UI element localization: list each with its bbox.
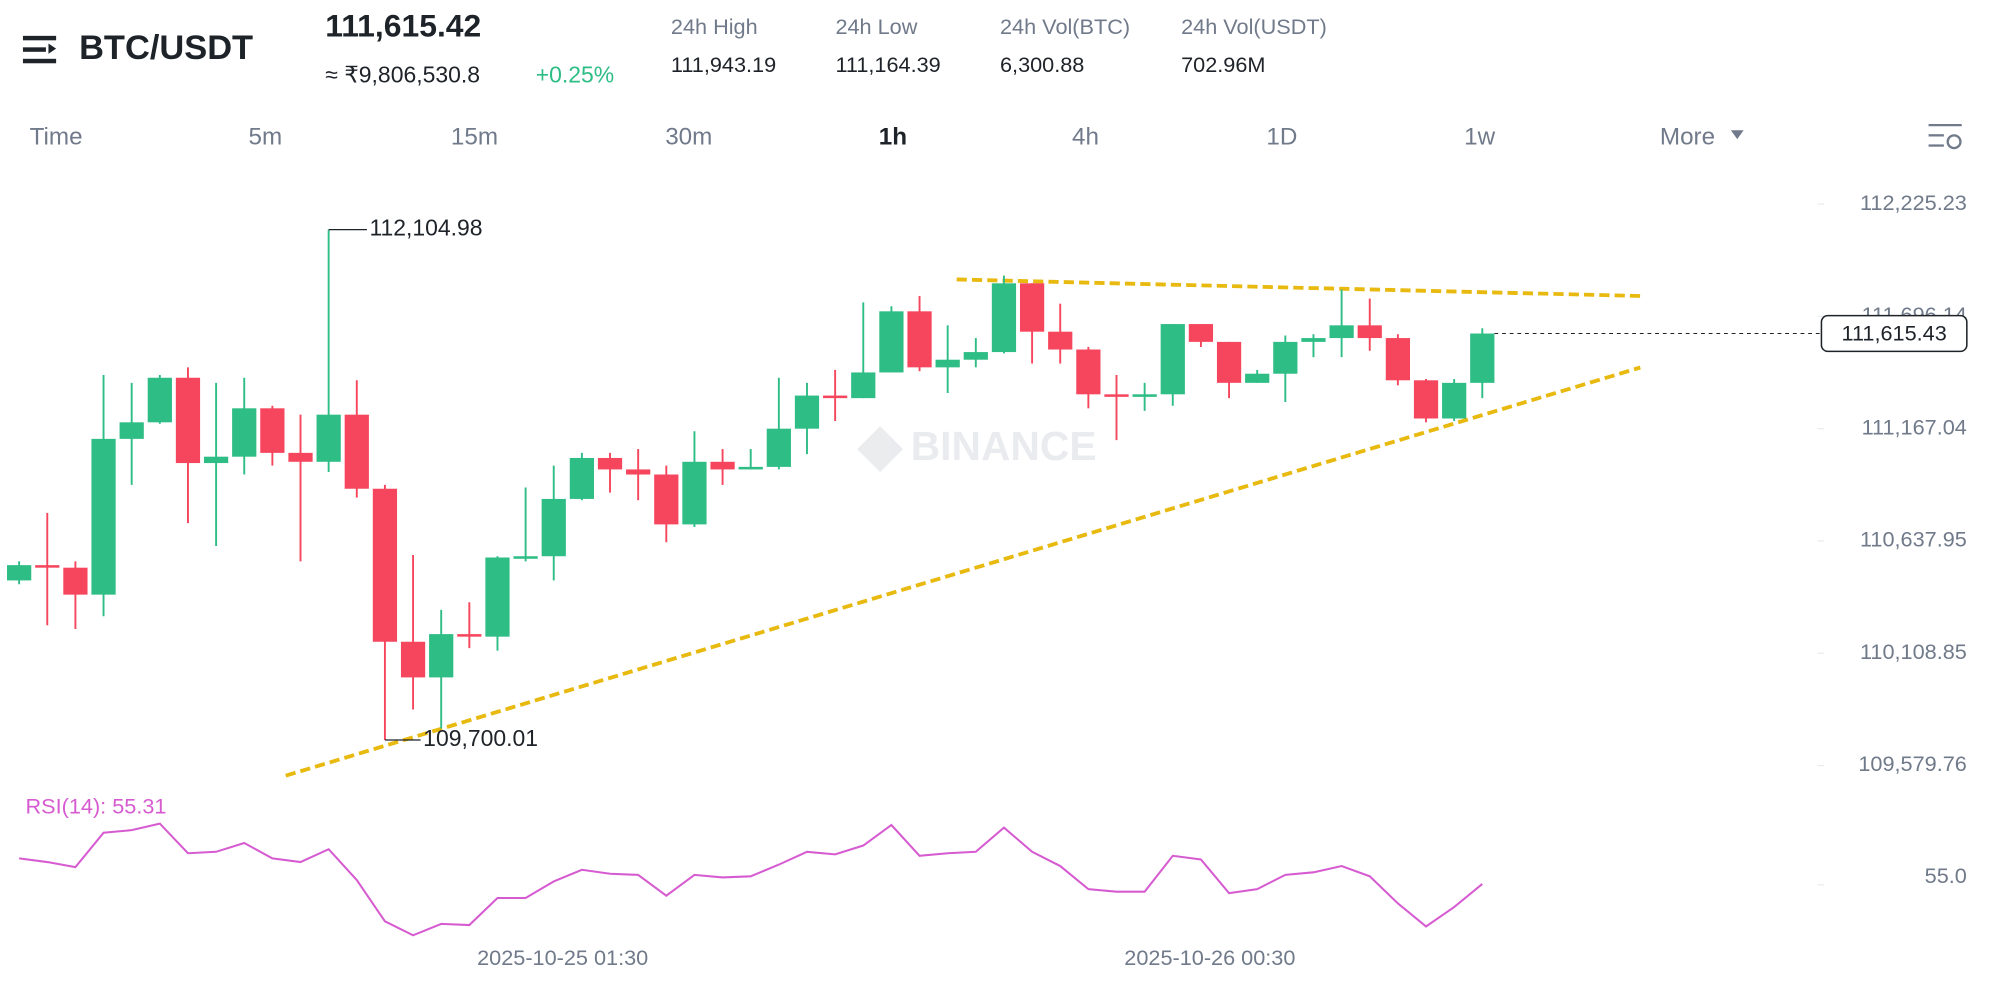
candle-body [1245, 373, 1270, 383]
stat-value: 111,943.19 [671, 52, 776, 77]
candle-body [738, 466, 763, 470]
last-price-label: 111,615.43 [1842, 321, 1947, 346]
candle-body [626, 469, 651, 475]
candle-body [35, 565, 60, 568]
candle-body [597, 457, 623, 470]
candle-body [794, 395, 820, 429]
candle-body [316, 414, 341, 462]
settings-icon[interactable] [1928, 123, 1962, 150]
x-tick-label: 2025-10-25 01:30 [477, 945, 648, 970]
candle-body [344, 414, 369, 489]
last-price-box [1820, 314, 1968, 353]
candle-body [260, 408, 285, 453]
stat-label: 24h Vol(BTC) [1000, 14, 1130, 39]
timeframe-tab[interactable]: 5m [248, 123, 282, 150]
candle-body [1132, 394, 1157, 397]
candle-body [1413, 380, 1439, 419]
timeframe-tab[interactable]: 1D [1266, 123, 1297, 150]
candle-body [823, 395, 848, 399]
candle-body [175, 377, 201, 464]
watermark: BINANCE [857, 423, 1097, 473]
candle-body [963, 352, 988, 360]
candle-body [1329, 325, 1354, 339]
candle-body [429, 634, 454, 678]
candle-body [485, 557, 510, 637]
stat-value: 702.96M [1181, 52, 1265, 77]
timeframe-tab[interactable]: 4h [1072, 123, 1099, 150]
pair[interactable]: BTC/USDT [79, 29, 253, 67]
stat-label: 24h Vol(USDT) [1181, 14, 1327, 39]
candle-body [63, 567, 88, 595]
stat-value: 111,164.39 [835, 52, 940, 77]
candle-body [457, 634, 482, 637]
high-label: 112,104.98 [369, 215, 482, 241]
candle-body [513, 556, 538, 559]
y-tick-label: 109,579.76 [1858, 751, 1966, 776]
plot: 112,225.23111,696.14111,167.04110,637.95… [7, 190, 1968, 970]
candle-body [1188, 324, 1214, 342]
candle-body [766, 428, 791, 467]
candle-body [91, 438, 116, 595]
candle-body [991, 283, 1017, 353]
y-tick-label: 110,108.85 [1860, 639, 1967, 664]
candle-body [654, 474, 679, 525]
candle-body [7, 565, 32, 581]
change: +0.25% [536, 62, 614, 88]
candle-body [1104, 394, 1129, 397]
menu-icon[interactable] [22, 35, 57, 64]
timeframe-tab[interactable]: Time [30, 123, 83, 150]
fiat-price: ≈ ₹9,806,530.8 [325, 62, 480, 88]
candle-body [1019, 283, 1045, 332]
stat-label: 24h High [671, 14, 758, 39]
candle-body [288, 452, 313, 462]
timeframe-tab[interactable]: 1w [1464, 123, 1495, 150]
x-tick-label: 2025-10-26 00:30 [1124, 945, 1295, 970]
y-tick-label: 110,637.95 [1860, 527, 1967, 552]
timeframe-tab[interactable]: 30m [665, 123, 712, 150]
y-tick-label: 112,225.23 [1860, 190, 1967, 215]
candle-body [851, 372, 876, 399]
candle-body [1160, 324, 1185, 395]
price: 111,615.42 [325, 8, 481, 44]
trend-line [285, 365, 1641, 778]
candle-body [372, 488, 398, 642]
candle-body [400, 641, 426, 678]
candle-body [1385, 338, 1410, 381]
candle-body [569, 457, 595, 499]
low-label: 109,700.01 [423, 725, 538, 751]
candle-body [147, 377, 172, 423]
more-caret[interactable] [1730, 130, 1744, 140]
timeframe-tab[interactable]: 1h [879, 123, 907, 150]
candle-body [1076, 349, 1101, 395]
candle-body [541, 498, 566, 557]
candle-body [232, 408, 257, 457]
candle-body [710, 461, 735, 470]
stat-value: 6,300.88 [1000, 52, 1084, 77]
timeframe-tabs: Time 5m 15m 30m 1h 4h 1D 1w More [30, 123, 1715, 150]
indicator-title: RSI(14): 55.31 [26, 793, 167, 818]
candle-body [935, 359, 960, 368]
candle-body [1273, 341, 1298, 374]
trend-line [956, 277, 1643, 298]
y-tick-label: 111,167.04 [1862, 414, 1967, 439]
candle-body [879, 311, 904, 373]
timeframe-tab[interactable]: More [1660, 123, 1715, 150]
candle-body [1357, 325, 1382, 339]
y-tick-label: 55.0 [1925, 863, 1967, 888]
watermark-text: BINANCE [911, 423, 1097, 469]
candle-body [1048, 331, 1073, 350]
stat-label: 24h Low [835, 14, 917, 39]
candle-body [1470, 333, 1495, 383]
candle-body [907, 311, 932, 368]
candle-body [1301, 338, 1326, 342]
candle-body [682, 461, 707, 525]
timeframe-tab[interactable]: 15m [451, 123, 498, 150]
candle-body [119, 422, 144, 439]
rsi-line [18, 822, 1483, 937]
candle-body [203, 456, 229, 464]
candle-body [1442, 382, 1467, 419]
candle-body [1216, 341, 1242, 383]
